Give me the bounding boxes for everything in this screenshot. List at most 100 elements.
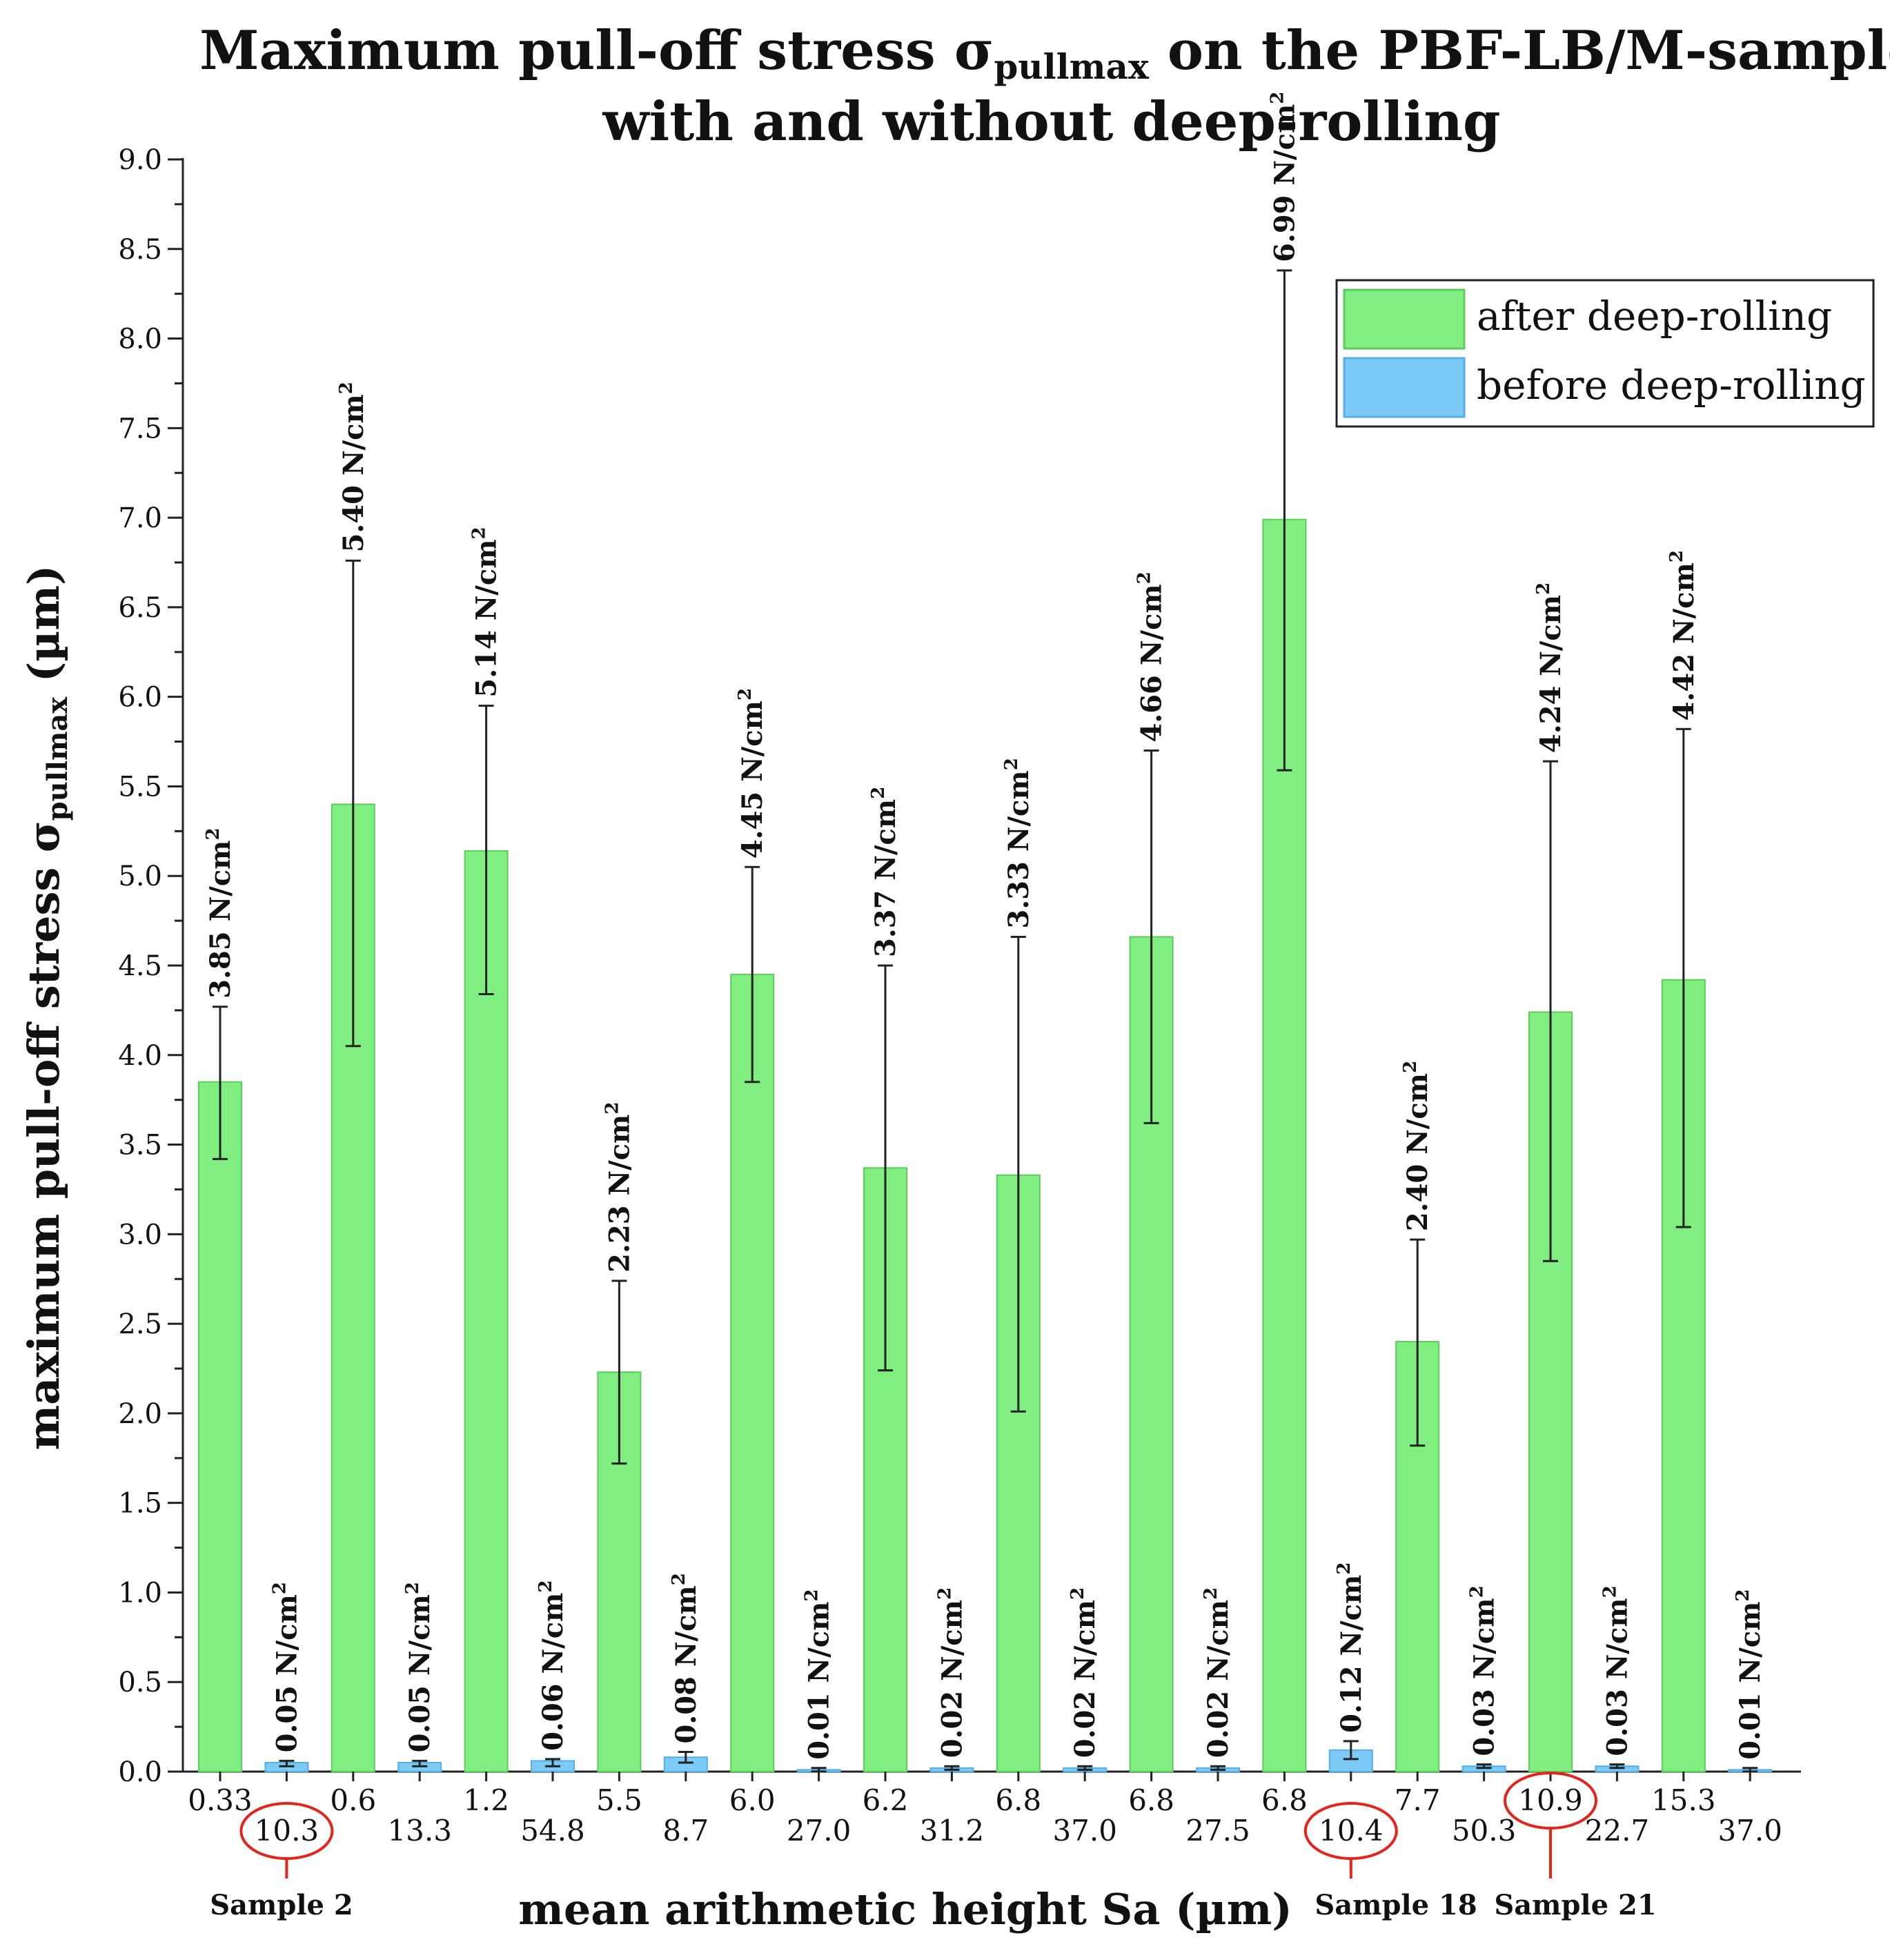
annotations: Sample 2 Sample 18 Sample 21 — [210, 1889, 1656, 1921]
data-label-superscript: 2 — [802, 1589, 823, 1602]
data-label-text: 4.66 N/cm — [1136, 584, 1168, 742]
data-label: 2.40 N/cm2 — [1400, 1061, 1434, 1231]
data-label: 4.24 N/cm2 — [1533, 582, 1567, 753]
y-axis-title: maximum pull-off stress σpullmax (µm) — [19, 565, 74, 1451]
bar — [464, 850, 509, 1772]
x-tick-label: 6.8 — [1128, 1783, 1174, 1817]
y-axis-title-main: maximum pull-off stress σ — [19, 821, 69, 1450]
data-label: 0.08 N/cm2 — [669, 1573, 702, 1743]
data-label: 2.23 N/cm2 — [602, 1102, 636, 1273]
x-tick-label: 7.7 — [1395, 1783, 1441, 1817]
data-label-text: 3.33 N/cm — [1003, 770, 1035, 928]
data-label-superscript: 2 — [602, 1102, 622, 1115]
data-label: 0.05 N/cm2 — [269, 1582, 303, 1752]
data-label: 0.12 N/cm2 — [1334, 1562, 1368, 1733]
data-label: 4.42 N/cm2 — [1666, 550, 1700, 721]
x-tick-label: 6.8 — [995, 1783, 1041, 1817]
data-label-text: 0.01 N/cm — [1734, 1602, 1766, 1760]
data-label-superscript: 2 — [1334, 1562, 1355, 1575]
data-label: 6.99 N/cm2 — [1267, 92, 1301, 262]
data-label: 3.85 N/cm2 — [203, 827, 237, 998]
bar — [730, 973, 775, 1772]
data-label-text: 0.02 N/cm — [936, 1600, 968, 1758]
bar — [1661, 979, 1706, 1772]
data-label-superscript: 2 — [735, 688, 756, 700]
data-label: 0.02 N/cm2 — [1201, 1587, 1234, 1758]
annotation-sample-2: Sample 2 — [210, 1889, 353, 1921]
data-label-superscript: 2 — [669, 1573, 689, 1585]
data-label: 0.02 N/cm2 — [934, 1587, 968, 1758]
x-tick-label: 27.5 — [1185, 1814, 1250, 1848]
data-label-superscript: 2 — [868, 787, 889, 799]
data-label-text: 0.08 N/cm — [670, 1585, 702, 1743]
data-label-text: 0.05 N/cm — [404, 1594, 436, 1752]
y-tick-label: 3.0 — [118, 1219, 162, 1251]
legend-label-before: before deep-rolling — [1477, 362, 1866, 409]
data-label-text: 5.14 N/cm — [471, 539, 503, 697]
data-label: 4.66 N/cm2 — [1134, 571, 1168, 742]
data-label-superscript: 2 — [1599, 1585, 1620, 1598]
data-label: 0.03 N/cm2 — [1599, 1585, 1633, 1756]
y-tick-label: 2.0 — [118, 1398, 162, 1430]
chart-title-line-2: with and without deep-rolling — [602, 90, 1500, 153]
data-label-superscript: 2 — [1134, 571, 1155, 584]
data-label-superscript: 2 — [336, 382, 357, 394]
y-tick-label: 5.5 — [118, 771, 162, 803]
y-tick-label: 8.5 — [118, 234, 162, 266]
x-tick-label: 54.8 — [520, 1814, 585, 1848]
data-label-text: 4.42 N/cm — [1668, 562, 1700, 721]
y-tick-label: 9.0 — [118, 144, 162, 176]
legend-swatch-before — [1343, 357, 1466, 418]
data-label-text: 3.37 N/cm — [869, 799, 902, 957]
y-tick-label: 6.0 — [118, 682, 162, 714]
data-label-text: 6.99 N/cm — [1268, 104, 1301, 262]
data-label-superscript: 2 — [1201, 1587, 1221, 1600]
data-label-text: 0.06 N/cm — [537, 1593, 569, 1751]
y-tick-label: 1.5 — [118, 1488, 162, 1520]
x-tick-label: 10.9 — [1518, 1783, 1583, 1817]
y-tick-label: 4.0 — [118, 1040, 162, 1072]
bar — [198, 1081, 242, 1772]
data-label: 5.14 N/cm2 — [469, 527, 503, 697]
x-tick-label: 22.7 — [1585, 1814, 1650, 1848]
data-label-text: 0.05 N/cm — [270, 1594, 303, 1752]
y-tick-label: 7.0 — [118, 502, 162, 534]
y-axis-title-unit: (µm) — [19, 565, 69, 697]
data-label-superscript: 2 — [934, 1587, 955, 1600]
data-label: 0.02 N/cm2 — [1067, 1587, 1101, 1758]
data-label-superscript: 2 — [1467, 1585, 1488, 1598]
y-tick-label: 0.0 — [118, 1756, 162, 1788]
y-tick-label: 1.0 — [118, 1577, 162, 1609]
data-label-text: 4.45 N/cm — [736, 700, 769, 859]
x-tick-label: 6.0 — [729, 1783, 776, 1817]
x-axis-title: mean arithmetic height Sa (µm) — [518, 1884, 1292, 1934]
x-tick-label: 27.0 — [787, 1814, 852, 1848]
plot-area: 0.0 0.5 1.0 1.5 2.0 2.5 3.0 3.5 4.0 4.5 5.0 5.5 6.0 6… — [118, 92, 1801, 1879]
annotation-sample-21: Sample 21 — [1494, 1889, 1656, 1921]
data-label: 0.05 N/cm2 — [402, 1582, 436, 1752]
annotation-sample-18: Sample 18 — [1315, 1889, 1477, 1921]
x-tick-label: 37.0 — [1717, 1814, 1782, 1848]
legend-swatch-after — [1343, 288, 1466, 350]
data-label-superscript: 2 — [269, 1582, 290, 1594]
y-axis-title-subscript: pullmax — [41, 696, 74, 821]
data-label: 3.33 N/cm2 — [1001, 758, 1035, 928]
y-tick-label: 8.0 — [118, 324, 162, 355]
data-label: 0.06 N/cm2 — [535, 1580, 569, 1751]
data-label-superscript: 2 — [469, 527, 490, 539]
data-label: 0.01 N/cm2 — [1733, 1589, 1766, 1760]
data-label: 4.45 N/cm2 — [735, 688, 769, 859]
x-tick-label: 5.5 — [596, 1783, 642, 1817]
y-tick-label: 5.0 — [118, 861, 162, 892]
y-tick-label: 4.5 — [118, 950, 162, 982]
x-tick-label: 1.2 — [463, 1783, 509, 1817]
y-tick-label: 2.5 — [118, 1309, 162, 1340]
data-label-text: 0.02 N/cm — [1202, 1600, 1234, 1758]
chart-title-rest: on the PBF-LB/M-samples — [1149, 19, 1890, 82]
data-label-text: 2.23 N/cm — [603, 1115, 636, 1273]
y-tick-label: 6.5 — [118, 592, 162, 624]
data-label-superscript: 2 — [1733, 1589, 1753, 1602]
chart-title-subscript: pullmax — [994, 46, 1150, 87]
x-tick-label: 6.2 — [863, 1783, 909, 1817]
